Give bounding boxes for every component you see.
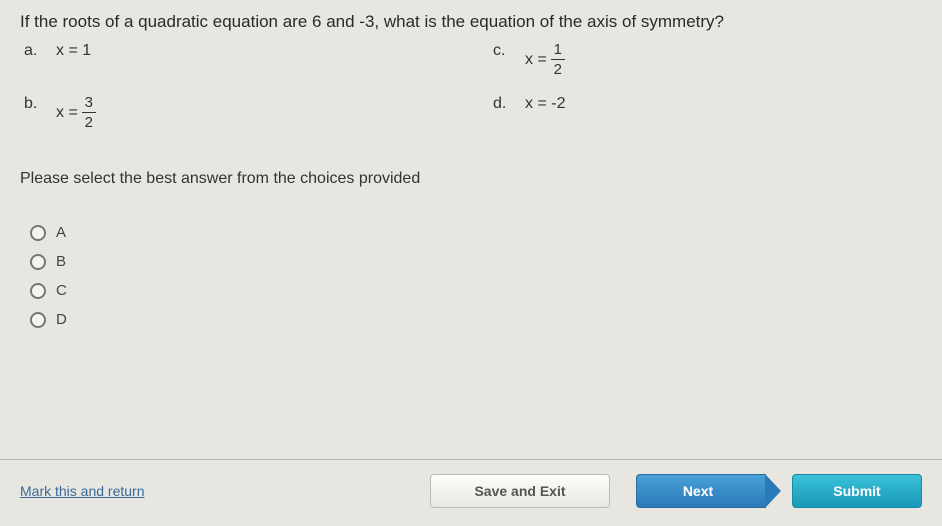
choice-row-d[interactable]: D [30,311,922,328]
answer-choices: A B C D [20,224,922,328]
footer-bar: Mark this and return Save and Exit Next … [0,459,942,526]
option-c: c. x = 1 2 [493,42,922,77]
mark-and-return-link[interactable]: Mark this and return [20,483,145,499]
fraction-prefix: x = [525,51,547,69]
fraction-stack: 3 2 [82,95,96,130]
option-content: x = 3 2 [56,95,96,130]
radio-label: A [56,224,66,241]
option-d: d. x = -2 [493,95,922,130]
next-button[interactable]: Next [636,474,766,508]
fraction-denominator: 2 [82,112,96,130]
option-letter: c. [493,42,511,60]
option-b: b. x = 3 2 [24,95,453,130]
instruction-text: Please select the best answer from the c… [20,170,922,188]
save-and-exit-button[interactable]: Save and Exit [430,474,610,508]
option-a: a. x = 1 [24,42,453,77]
option-content: x = 1 [56,42,91,60]
radio-label: D [56,311,67,328]
fraction-denominator: 2 [551,59,565,77]
option-letter: d. [493,95,511,113]
footer-buttons: Save and Exit Next Submit [430,474,922,508]
radio-label: B [56,253,66,270]
option-content: x = -2 [525,95,565,113]
radio-d[interactable] [30,312,46,328]
option-letter: b. [24,95,42,113]
fraction-numerator: 1 [554,42,562,59]
choice-row-b[interactable]: B [30,253,922,270]
submit-button[interactable]: Submit [792,474,922,508]
option-letter: a. [24,42,42,60]
choice-row-a[interactable]: A [30,224,922,241]
radio-label: C [56,282,67,299]
answer-options-grid: a. x = 1 c. x = 1 2 b. x = 3 2 [20,42,922,130]
radio-b[interactable] [30,254,46,270]
radio-a[interactable] [30,225,46,241]
question-text: If the roots of a quadratic equation are… [20,12,922,32]
radio-c[interactable] [30,283,46,299]
fraction-prefix: x = [56,104,78,122]
question-area: If the roots of a quadratic equation are… [0,0,942,328]
choice-row-c[interactable]: C [30,282,922,299]
option-content: x = 1 2 [525,42,565,77]
fraction-stack: 1 2 [551,42,565,77]
fraction-numerator: 3 [85,95,93,112]
